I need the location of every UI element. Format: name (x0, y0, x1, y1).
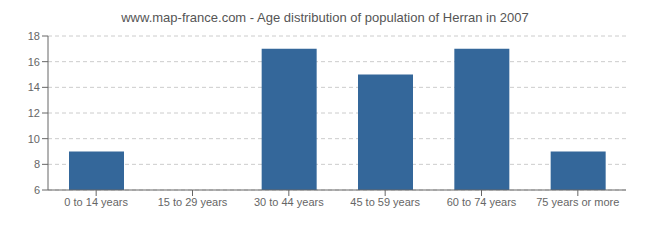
svg-text:12: 12 (28, 107, 40, 119)
svg-text:6: 6 (34, 184, 40, 196)
html-text:www.map-france.com - Age distr: www.map-france.com - Age distribution of… (121, 10, 529, 25)
svg-text:30 to 44 years: 30 to 44 years (254, 196, 324, 208)
svg-text:45 to 59 years: 45 to 59 years (350, 196, 420, 208)
svg-text:16: 16 (28, 56, 40, 68)
svg-text:10: 10 (28, 133, 40, 145)
svg-text:60 to 74 years: 60 to 74 years (447, 196, 517, 208)
svg-text:14: 14 (28, 81, 40, 93)
svg-text:18: 18 (28, 30, 40, 42)
svg-text:15 to 29 years: 15 to 29 years (158, 196, 228, 208)
svg-text:0 to 14 years: 0 to 14 years (64, 196, 128, 208)
svg-text:75 years or more: 75 years or more (536, 196, 619, 208)
svg-text:8: 8 (34, 158, 40, 170)
